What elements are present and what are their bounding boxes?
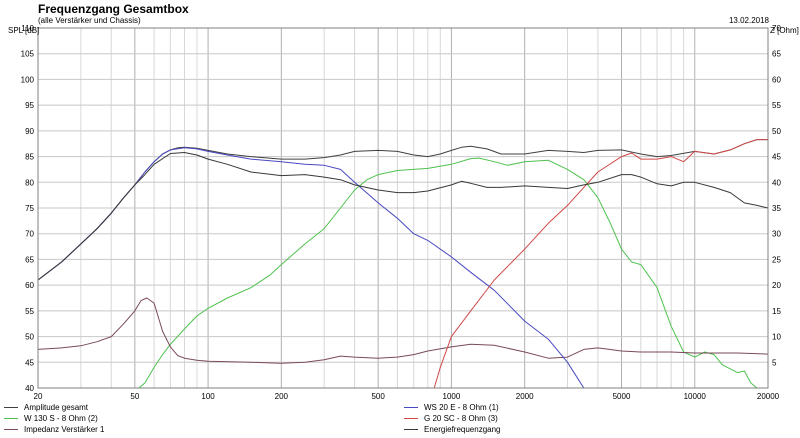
x-tick-label: 1000 [443,392,461,401]
y-tick-label: 95 [25,101,34,110]
y2-tick-label: 65 [772,50,781,59]
legend-label: Energiefrequenzgang [424,425,501,434]
y2-tick-label: 50 [772,127,781,136]
chart-title: Frequenzgang Gesamtbox [38,2,189,16]
x-tick-label: 20000 [757,392,780,401]
y-tick-label: 60 [25,281,34,290]
y2-tick-label: 45 [772,153,781,162]
y-tick-label: 100 [21,75,35,84]
chart-series [37,139,769,389]
legend-swatch [404,407,418,408]
legend-swatch [404,418,418,419]
chart-grid [37,27,769,389]
legend-item: Impedanz Verstärker 1 [4,425,104,434]
x-tick-label: 50 [130,392,139,401]
x-tick-label: 5000 [613,392,631,401]
y-tick-label: 85 [25,153,34,162]
y2-tick-label: 70 [772,24,781,33]
y2-tick-label: 15 [772,307,781,316]
y2-tick-label: 5 [772,358,777,367]
legend-item: Energiefrequenzgang [404,425,501,434]
x-tick-label: 2000 [516,392,534,401]
legend-label: WS 20 E - 8 Ohm (1) [424,403,499,412]
y-tick-label: 40 [25,384,34,393]
legend-swatch [4,429,18,430]
y-tick-label: 80 [25,178,34,187]
y-tick-label: 65 [25,255,34,264]
legend-label: W 130 S - 8 Ohm (2) [24,414,98,423]
y2-tick-label: 10 [772,333,781,342]
y-tick-label: 70 [25,230,34,239]
chart-date: 13.02.2018 [728,16,769,25]
legend-item: Amplitude gesamt [4,403,88,412]
series-line [37,152,769,281]
x-tick-label: 100 [201,392,215,401]
y-tick-label: 105 [21,50,35,59]
x-tick-label: 200 [275,392,289,401]
y2-axis-label: Z [Ohm] [770,26,799,35]
y-tick-label: 90 [25,127,34,136]
legend-item: W 130 S - 8 Ohm (2) [4,414,98,423]
x-tick-label: 10000 [684,392,707,401]
y-axis-label: SPL [dB] [8,26,39,35]
chart-subtitle: (alle Verstärker und Chassis) [38,16,141,25]
y-tick-label: 75 [25,204,34,213]
legend-label: Amplitude gesamt [24,403,89,412]
legend-swatch [4,418,18,419]
y-tick-label: 110 [21,24,34,33]
y-tick-label: 55 [25,307,34,316]
y2-tick-label: 40 [772,178,781,187]
x-tick-label: 20 [34,392,43,401]
legend-swatch [4,407,18,408]
series-line [38,139,768,389]
legend-item: G 20 SC - 8 Ohm (3) [404,414,498,423]
y-tick-label: 50 [25,333,34,342]
y-tick-label: 45 [25,358,34,367]
y2-tick-label: 60 [772,75,781,84]
series-line [37,297,769,364]
legend-label: G 20 SC - 8 Ohm (3) [424,414,498,423]
y2-tick-label: 55 [772,101,781,110]
legend-swatch [404,429,418,430]
plot-frame [37,27,769,389]
y2-tick-label: 35 [772,204,781,213]
chart-ticks: 20 50 100 200 500 1000 2000 5000 10000 20000 40 45 5… [21,24,782,401]
legend-item: WS 20 E - 8 Ohm (1) [404,403,499,412]
series-line [38,157,768,389]
legend-label: Impedanz Verstärker 1 [24,425,105,434]
y2-tick-label: 30 [772,230,781,239]
x-tick-label: 500 [371,392,385,401]
y2-tick-label: 20 [772,281,781,290]
y2-tick-label: 25 [772,255,781,264]
